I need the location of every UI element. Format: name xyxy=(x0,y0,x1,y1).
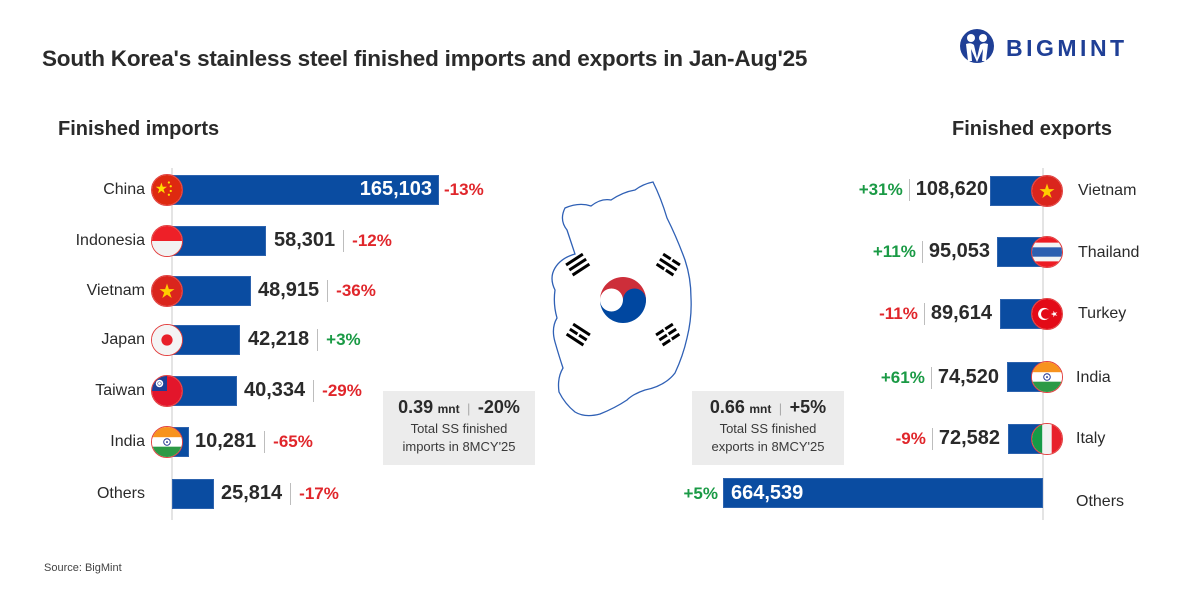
exports-title: Finished exports xyxy=(952,118,1113,140)
country-label: Italy xyxy=(1076,430,1106,447)
bar-china xyxy=(172,175,439,205)
country-label: Thailand xyxy=(1078,244,1140,261)
change-china: -13% xyxy=(444,180,484,199)
value-taiwan: 40,334 xyxy=(244,379,306,401)
country-label: Vietnam xyxy=(1078,182,1137,199)
separator: | xyxy=(778,401,783,416)
bar-others xyxy=(172,479,214,509)
imports-summary-line1: Total SS finished xyxy=(410,421,508,436)
country-label: Japan xyxy=(101,331,145,348)
bar-japan xyxy=(172,325,240,355)
japan-flag-icon xyxy=(151,324,183,356)
country-label: China xyxy=(103,181,145,198)
separator xyxy=(327,279,329,302)
china-flag-icon xyxy=(151,174,183,206)
change-vietnam: -36% xyxy=(336,280,376,300)
value-india: 10,281 xyxy=(195,430,257,452)
change-others: -17% xyxy=(299,483,339,503)
separator xyxy=(317,328,319,351)
separator xyxy=(313,379,315,402)
imports-total: 0.39 xyxy=(398,397,434,417)
vietnam-flag-icon xyxy=(151,275,183,307)
value-others: 25,814 xyxy=(221,482,283,504)
change-others: +5% xyxy=(683,484,719,503)
country-label: Vietnam xyxy=(86,282,145,299)
imports-title: Finished imports xyxy=(58,118,220,140)
bigmint-logo: BIGMINT xyxy=(958,28,1128,69)
change-italy: -9% xyxy=(895,428,926,448)
value-vietnam: 108,620 xyxy=(915,178,988,200)
separator xyxy=(264,430,266,453)
value-japan: 42,218 xyxy=(248,328,310,350)
imports-summary-line2: imports in 8MCY'25 xyxy=(402,439,516,454)
separator xyxy=(921,240,923,263)
source-note: Source: BigMint xyxy=(44,562,122,574)
value-thailand: 95,053 xyxy=(928,240,990,262)
change-taiwan: -29% xyxy=(322,380,362,400)
value-vietnam: 48,915 xyxy=(258,279,320,301)
bar-others xyxy=(723,478,1043,508)
exports-axis xyxy=(1042,168,1044,520)
change-turkey: -11% xyxy=(879,303,918,323)
exports-total: 0.66 xyxy=(709,397,745,417)
separator: | xyxy=(467,401,471,416)
value-italy: 72,582 xyxy=(938,427,1000,449)
country-label: Taiwan xyxy=(95,382,145,399)
thailand-flag-icon xyxy=(1031,236,1063,268)
south-korea-map-icon xyxy=(545,178,695,428)
taiwan-flag-icon xyxy=(151,375,183,407)
indonesia-flag-icon xyxy=(151,225,183,257)
india-flag-icon xyxy=(1031,361,1063,393)
imports-summary-box: 0.39 mnt | -20% Total SS finished import… xyxy=(383,391,535,465)
value-others: 664,539 xyxy=(731,482,804,504)
separator xyxy=(908,178,910,201)
value-china: 165,103 xyxy=(359,178,432,200)
country-label: Indonesia xyxy=(75,232,145,249)
country-label: India xyxy=(1076,369,1111,386)
bar-vietnam xyxy=(172,276,251,306)
exports-summary-line2: exports in 8MCY'25 xyxy=(711,439,825,454)
chart-title: South Korea's stainless steel finished i… xyxy=(42,46,808,71)
change-indonesia: -12% xyxy=(352,230,392,250)
value-india: 74,520 xyxy=(937,366,999,388)
exports-summary-line1: Total SS finished xyxy=(719,421,817,436)
bar-indonesia xyxy=(172,226,266,256)
change-japan: +3% xyxy=(326,329,361,349)
separator xyxy=(343,229,345,252)
separator xyxy=(923,302,925,325)
india-flag-icon xyxy=(151,426,183,458)
imports-total-unit: mnt xyxy=(437,402,460,416)
change-india: -65% xyxy=(273,431,313,451)
country-label: Others xyxy=(1076,493,1125,510)
change-vietnam: +31% xyxy=(858,179,903,199)
italy-flag-icon xyxy=(1031,423,1063,455)
bigmint-logo-icon xyxy=(958,28,996,69)
country-label: Turkey xyxy=(1078,305,1127,322)
exports-summary-box: 0.66 mnt | +5% Total SS finished exports… xyxy=(692,391,844,465)
change-india: +61% xyxy=(880,367,925,387)
bigmint-logo-text: BIGMINT xyxy=(1006,35,1128,61)
value-indonesia: 58,301 xyxy=(274,229,336,251)
exports-total-change: +5% xyxy=(789,397,827,417)
exports-total-unit: mnt xyxy=(749,402,772,416)
separator xyxy=(290,482,292,505)
country-label: Others xyxy=(96,485,145,502)
imports-total-change: -20% xyxy=(477,397,520,417)
separator xyxy=(930,366,932,389)
separator xyxy=(931,427,933,450)
turkey-flag-icon xyxy=(1031,298,1063,330)
country-label: India xyxy=(110,433,145,450)
change-thailand: +11% xyxy=(872,241,916,261)
value-turkey: 89,614 xyxy=(930,302,992,324)
vietnam-flag-icon xyxy=(1031,175,1063,207)
